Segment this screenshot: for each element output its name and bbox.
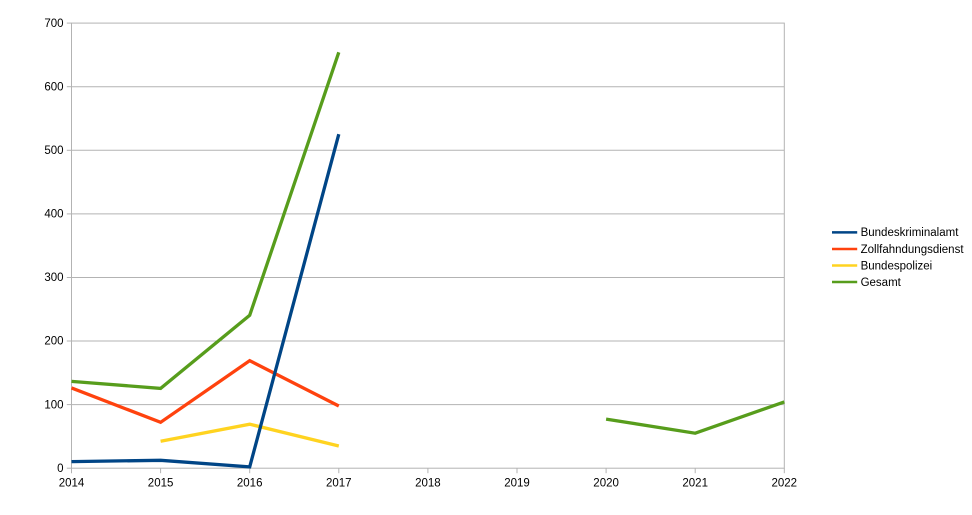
svg-text:2021: 2021 [682,477,708,489]
svg-text:Bundespolizei: Bundespolizei [861,260,933,272]
svg-text:300: 300 [44,272,63,284]
svg-text:2018: 2018 [415,477,441,489]
svg-text:Bundeskriminalamt: Bundeskriminalamt [861,227,960,239]
svg-text:0: 0 [57,463,63,475]
svg-text:2014: 2014 [59,477,85,489]
svg-text:2020: 2020 [593,477,619,489]
svg-text:2017: 2017 [326,477,352,489]
svg-text:Gesamt: Gesamt [861,277,902,289]
svg-text:400: 400 [44,209,63,221]
svg-text:2022: 2022 [772,477,798,489]
svg-text:Zollfahndungsdienst: Zollfahndungsdienst [861,244,965,256]
svg-text:2015: 2015 [148,477,174,489]
svg-text:2016: 2016 [237,477,263,489]
svg-text:600: 600 [44,81,63,93]
svg-text:700: 700 [44,18,63,30]
svg-text:200: 200 [44,336,63,348]
svg-text:500: 500 [44,145,63,157]
svg-text:2019: 2019 [504,477,530,489]
svg-text:100: 100 [44,399,63,411]
